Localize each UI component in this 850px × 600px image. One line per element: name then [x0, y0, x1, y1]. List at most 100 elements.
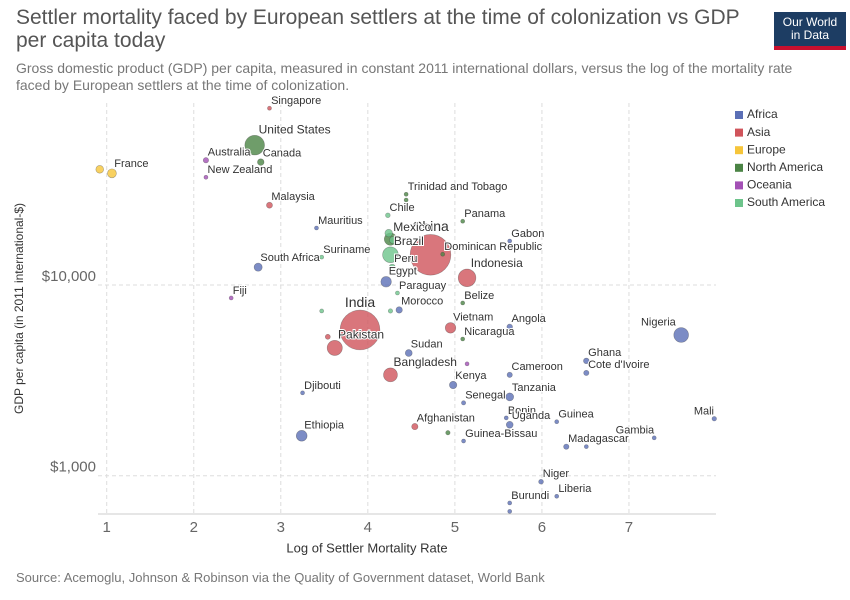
point-label: Vietnam: [453, 311, 493, 323]
point: [257, 158, 265, 166]
point: [253, 262, 263, 272]
source-note: Source: Acemoglu, Johnson & Robinson via…: [16, 570, 545, 585]
point: [385, 212, 391, 218]
point: [314, 225, 319, 231]
legend-label: Africa: [747, 107, 778, 121]
point-label: New Zealand: [208, 164, 273, 176]
point: [507, 509, 513, 514]
point-label: Benin: [508, 405, 536, 417]
point: [228, 295, 234, 301]
point: [295, 430, 308, 442]
legend-label: Europe: [747, 142, 786, 156]
logo-text: Our World: [782, 15, 838, 29]
point-label: Singapore: [271, 95, 321, 107]
point: [506, 371, 513, 378]
point: [319, 254, 324, 260]
point-label: Indonesia: [471, 256, 523, 270]
logo: Our World in Data: [774, 12, 846, 50]
point-label: Bangladesh: [394, 355, 457, 369]
point: [382, 246, 399, 263]
point-label: Senegal: [465, 390, 505, 402]
point-label: Mexico: [393, 220, 431, 234]
x-axis-label: Log of Settler Mortality Rate: [286, 540, 447, 555]
point: [711, 416, 717, 422]
point: [554, 494, 560, 499]
point-label: Cameroon: [512, 361, 563, 373]
point: [404, 349, 413, 357]
point: [202, 157, 209, 164]
point: [460, 300, 466, 306]
point-label: Ethiopia: [304, 419, 345, 431]
point: [506, 323, 513, 331]
point-label: Canada: [263, 148, 302, 160]
chart-subtitle: Gross domestic product (GDP) per capita,…: [16, 60, 793, 93]
point-label: Cote d'Ivoire: [588, 359, 649, 371]
point-label: Gambia: [616, 425, 655, 437]
x-tick-label: 2: [190, 519, 198, 536]
point-label: Ghana: [588, 347, 622, 359]
point: [583, 357, 590, 365]
point-label: India: [345, 294, 376, 310]
legend-swatch: [735, 163, 743, 172]
chart-title: Settler mortality faced by European sett…: [16, 6, 740, 52]
legend-label: Asia: [747, 125, 771, 139]
x-tick-label: 3: [277, 519, 285, 536]
point: [538, 479, 544, 485]
point-label: France: [114, 158, 148, 170]
point-label: Uganda: [512, 410, 551, 422]
point: [244, 135, 265, 156]
point: [554, 419, 560, 424]
point: [503, 415, 509, 421]
point-label: Djibouti: [304, 380, 341, 392]
point-label: Panama: [464, 208, 506, 220]
point-label: Pakistan: [338, 327, 384, 341]
point-label: Kenya: [455, 370, 487, 382]
point-label: Brazil: [394, 234, 424, 248]
point: [267, 105, 272, 111]
point: [449, 380, 458, 390]
point: [388, 263, 396, 271]
point: [507, 500, 513, 506]
point-label: United States: [259, 122, 331, 136]
point-label: Fiji: [233, 285, 247, 297]
legend-swatch: [735, 111, 743, 119]
point: [461, 438, 466, 444]
point-label: Malaysia: [271, 191, 315, 203]
x-tick-label: 1: [103, 519, 111, 536]
point-label: Mali: [694, 405, 714, 417]
point: [395, 290, 400, 296]
point-label: Chile: [390, 202, 415, 214]
point-label: Gabon: [511, 228, 544, 240]
point: [507, 238, 513, 244]
x-tick-label: 7: [625, 519, 633, 536]
point-label: Guinea-Bissau: [465, 428, 537, 440]
legend-label: North America: [747, 160, 823, 174]
point-label: Peru: [394, 253, 417, 265]
point: [445, 430, 451, 436]
point: [389, 236, 397, 244]
point: [460, 218, 466, 224]
point-label: Trinidad and Tobago: [408, 181, 508, 193]
point: [266, 201, 273, 209]
point: [403, 197, 409, 203]
point: [319, 308, 324, 314]
y-tick-label: $10,000: [42, 268, 96, 285]
point: [673, 327, 689, 343]
point: [339, 309, 381, 351]
point: [651, 435, 657, 441]
point-label: Nigeria: [641, 317, 677, 329]
point: [460, 336, 466, 342]
point-label: Paraguay: [399, 280, 447, 292]
y-axis-label: GDP per capita (in 2011 international-$): [12, 203, 26, 414]
point-label: Egypt: [389, 265, 417, 277]
point: [464, 361, 470, 367]
point: [395, 306, 403, 314]
point: [387, 308, 393, 314]
legend-swatch: [735, 128, 743, 137]
legend-swatch: [735, 181, 743, 190]
point-label: Sudan: [411, 338, 443, 350]
point: [563, 443, 570, 450]
legend-label: South America: [747, 195, 825, 209]
point-label: Angola: [512, 313, 547, 325]
